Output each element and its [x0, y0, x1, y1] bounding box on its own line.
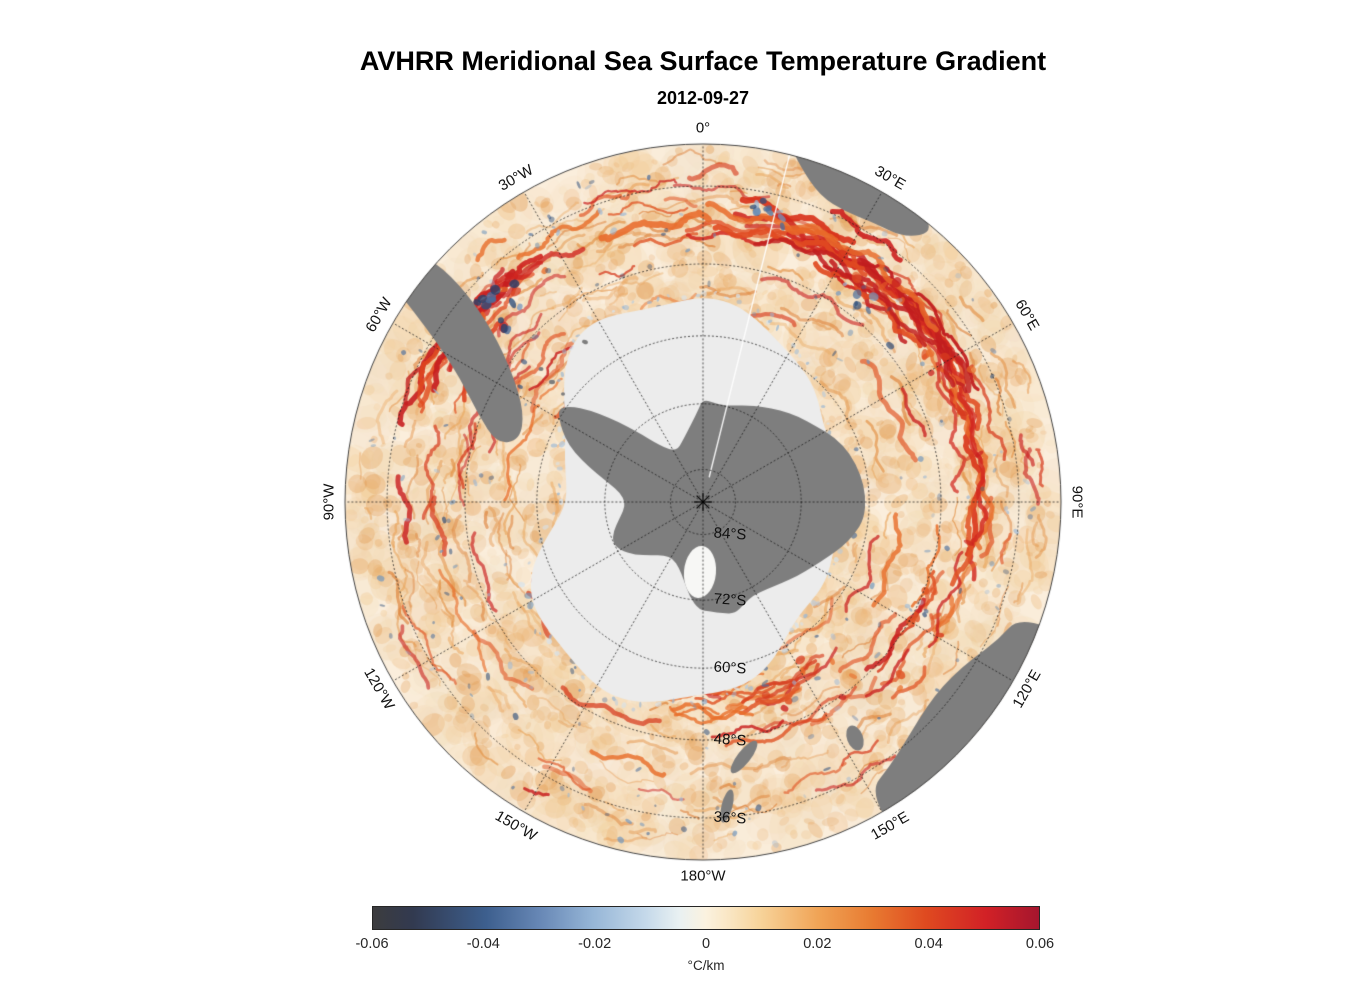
colorbar-tick-label: -0.04	[466, 936, 500, 952]
colorbar-tick-label: -0.02	[578, 936, 612, 952]
colorbar-tick-label: 0	[701, 936, 711, 952]
colorbar-tick-label: 0.02	[803, 936, 832, 952]
colorbar-tick-label: 0.06	[1025, 936, 1055, 952]
colorbar-tick-label: -0.06	[355, 936, 389, 952]
colorbar-ticks: -0.06 -0.04 -0.02 0 0.02 0.04 0.06	[355, 936, 1054, 954]
colorbar-units-label: °C/km	[687, 958, 725, 973]
colorbar-gradient	[372, 906, 1040, 930]
colorbar-tick-label: 0.04	[914, 936, 943, 952]
